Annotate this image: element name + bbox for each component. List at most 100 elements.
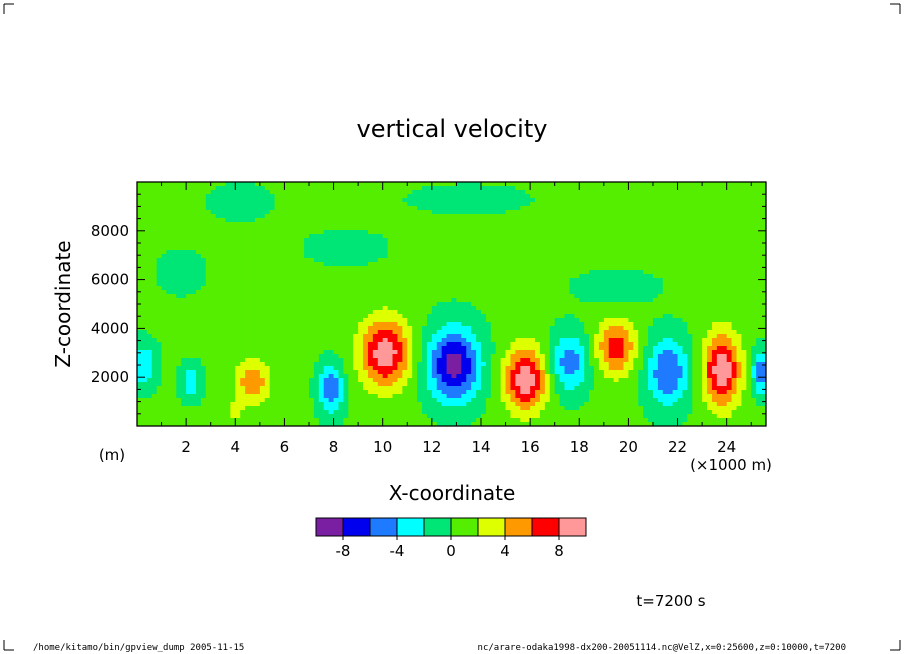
field-cell — [584, 190, 590, 195]
field-cell — [446, 298, 453, 303]
field-cell — [186, 182, 192, 187]
field-cell — [682, 194, 688, 199]
field-cell — [323, 262, 330, 267]
field-cell — [200, 246, 207, 251]
field-cell — [564, 182, 571, 187]
field-cell — [161, 198, 168, 203]
field-cell — [485, 306, 492, 311]
field-cell — [205, 266, 212, 271]
field-cell — [746, 186, 752, 191]
field-cell — [569, 306, 575, 311]
field-cell — [417, 298, 423, 303]
field-cell — [756, 202, 762, 207]
field-cell — [579, 222, 585, 227]
field-cell — [195, 194, 202, 199]
field-cell — [485, 202, 492, 207]
field-cell — [682, 286, 688, 291]
field-cell — [392, 182, 399, 187]
field-cell — [259, 234, 266, 239]
field-cell — [638, 218, 644, 223]
field-cell — [731, 182, 738, 187]
field-cell — [589, 218, 595, 223]
field-cell — [584, 262, 590, 267]
field-cell — [535, 266, 541, 271]
field-cell — [598, 322, 605, 327]
field-cell — [372, 206, 379, 211]
field-cell — [589, 234, 595, 239]
field-cell — [333, 298, 340, 303]
field-cell — [230, 234, 236, 239]
field-cell — [166, 266, 172, 271]
field-cell — [687, 182, 693, 187]
field-cell — [623, 254, 629, 259]
field-cell — [544, 182, 551, 187]
field-cell — [707, 330, 713, 335]
field-cell — [648, 258, 654, 263]
field-cell — [402, 274, 408, 279]
field-cell — [333, 294, 340, 299]
field-cell — [215, 306, 222, 311]
field-cell — [176, 202, 182, 207]
field-cell — [220, 218, 227, 223]
field-cell — [279, 310, 286, 315]
field-cell — [731, 290, 738, 295]
field-cell — [402, 238, 408, 243]
field-cell — [191, 234, 197, 239]
field-cell — [485, 322, 492, 327]
field-cell — [633, 310, 639, 315]
field-cell — [181, 190, 187, 195]
field-cell — [539, 326, 546, 331]
field-cell — [652, 242, 659, 247]
field-cell — [618, 254, 625, 259]
field-cell — [574, 322, 580, 327]
field-cell — [530, 234, 536, 239]
field-cell — [707, 326, 713, 331]
field-cell — [284, 306, 290, 311]
field-cell — [711, 314, 718, 319]
field-cell — [471, 270, 477, 275]
field-cell — [495, 270, 502, 275]
field-cell — [269, 302, 276, 307]
field-cell — [495, 290, 502, 295]
field-cell — [372, 310, 379, 315]
field-cell — [328, 302, 335, 307]
field-cell — [171, 206, 177, 211]
field-cell — [146, 294, 153, 299]
field-cell — [412, 206, 418, 211]
field-cell — [412, 278, 418, 283]
field-cell — [564, 226, 571, 231]
field-cell — [392, 310, 399, 315]
field-cell — [574, 182, 580, 187]
field-cell — [328, 206, 335, 211]
field-cell — [505, 282, 512, 287]
field-cell — [363, 226, 369, 231]
field-cell — [721, 238, 728, 243]
field-cell — [761, 254, 766, 259]
field-cell — [564, 322, 571, 327]
field-cell — [594, 242, 600, 247]
field-cell — [210, 186, 217, 191]
field-cell — [471, 190, 477, 195]
field-cell — [392, 302, 399, 307]
field-cell — [156, 242, 163, 247]
field-cell — [235, 314, 241, 319]
field-cell — [589, 274, 595, 279]
field-cell — [648, 314, 654, 319]
field-cell — [662, 318, 669, 323]
field-cell — [264, 322, 271, 327]
field-cell — [598, 190, 605, 195]
field-cell — [382, 190, 389, 195]
field-cell — [711, 262, 718, 267]
field-cell — [510, 218, 516, 223]
field-cell — [495, 310, 502, 315]
field-cell — [667, 334, 674, 339]
field-cell — [235, 294, 241, 299]
field-cell — [480, 206, 487, 211]
field-cell — [436, 214, 443, 219]
field-cell — [431, 286, 438, 291]
field-cell — [426, 246, 433, 251]
field-cell — [657, 194, 664, 199]
field-cell — [667, 214, 674, 219]
field-cell — [525, 306, 531, 311]
field-cell — [436, 226, 443, 231]
